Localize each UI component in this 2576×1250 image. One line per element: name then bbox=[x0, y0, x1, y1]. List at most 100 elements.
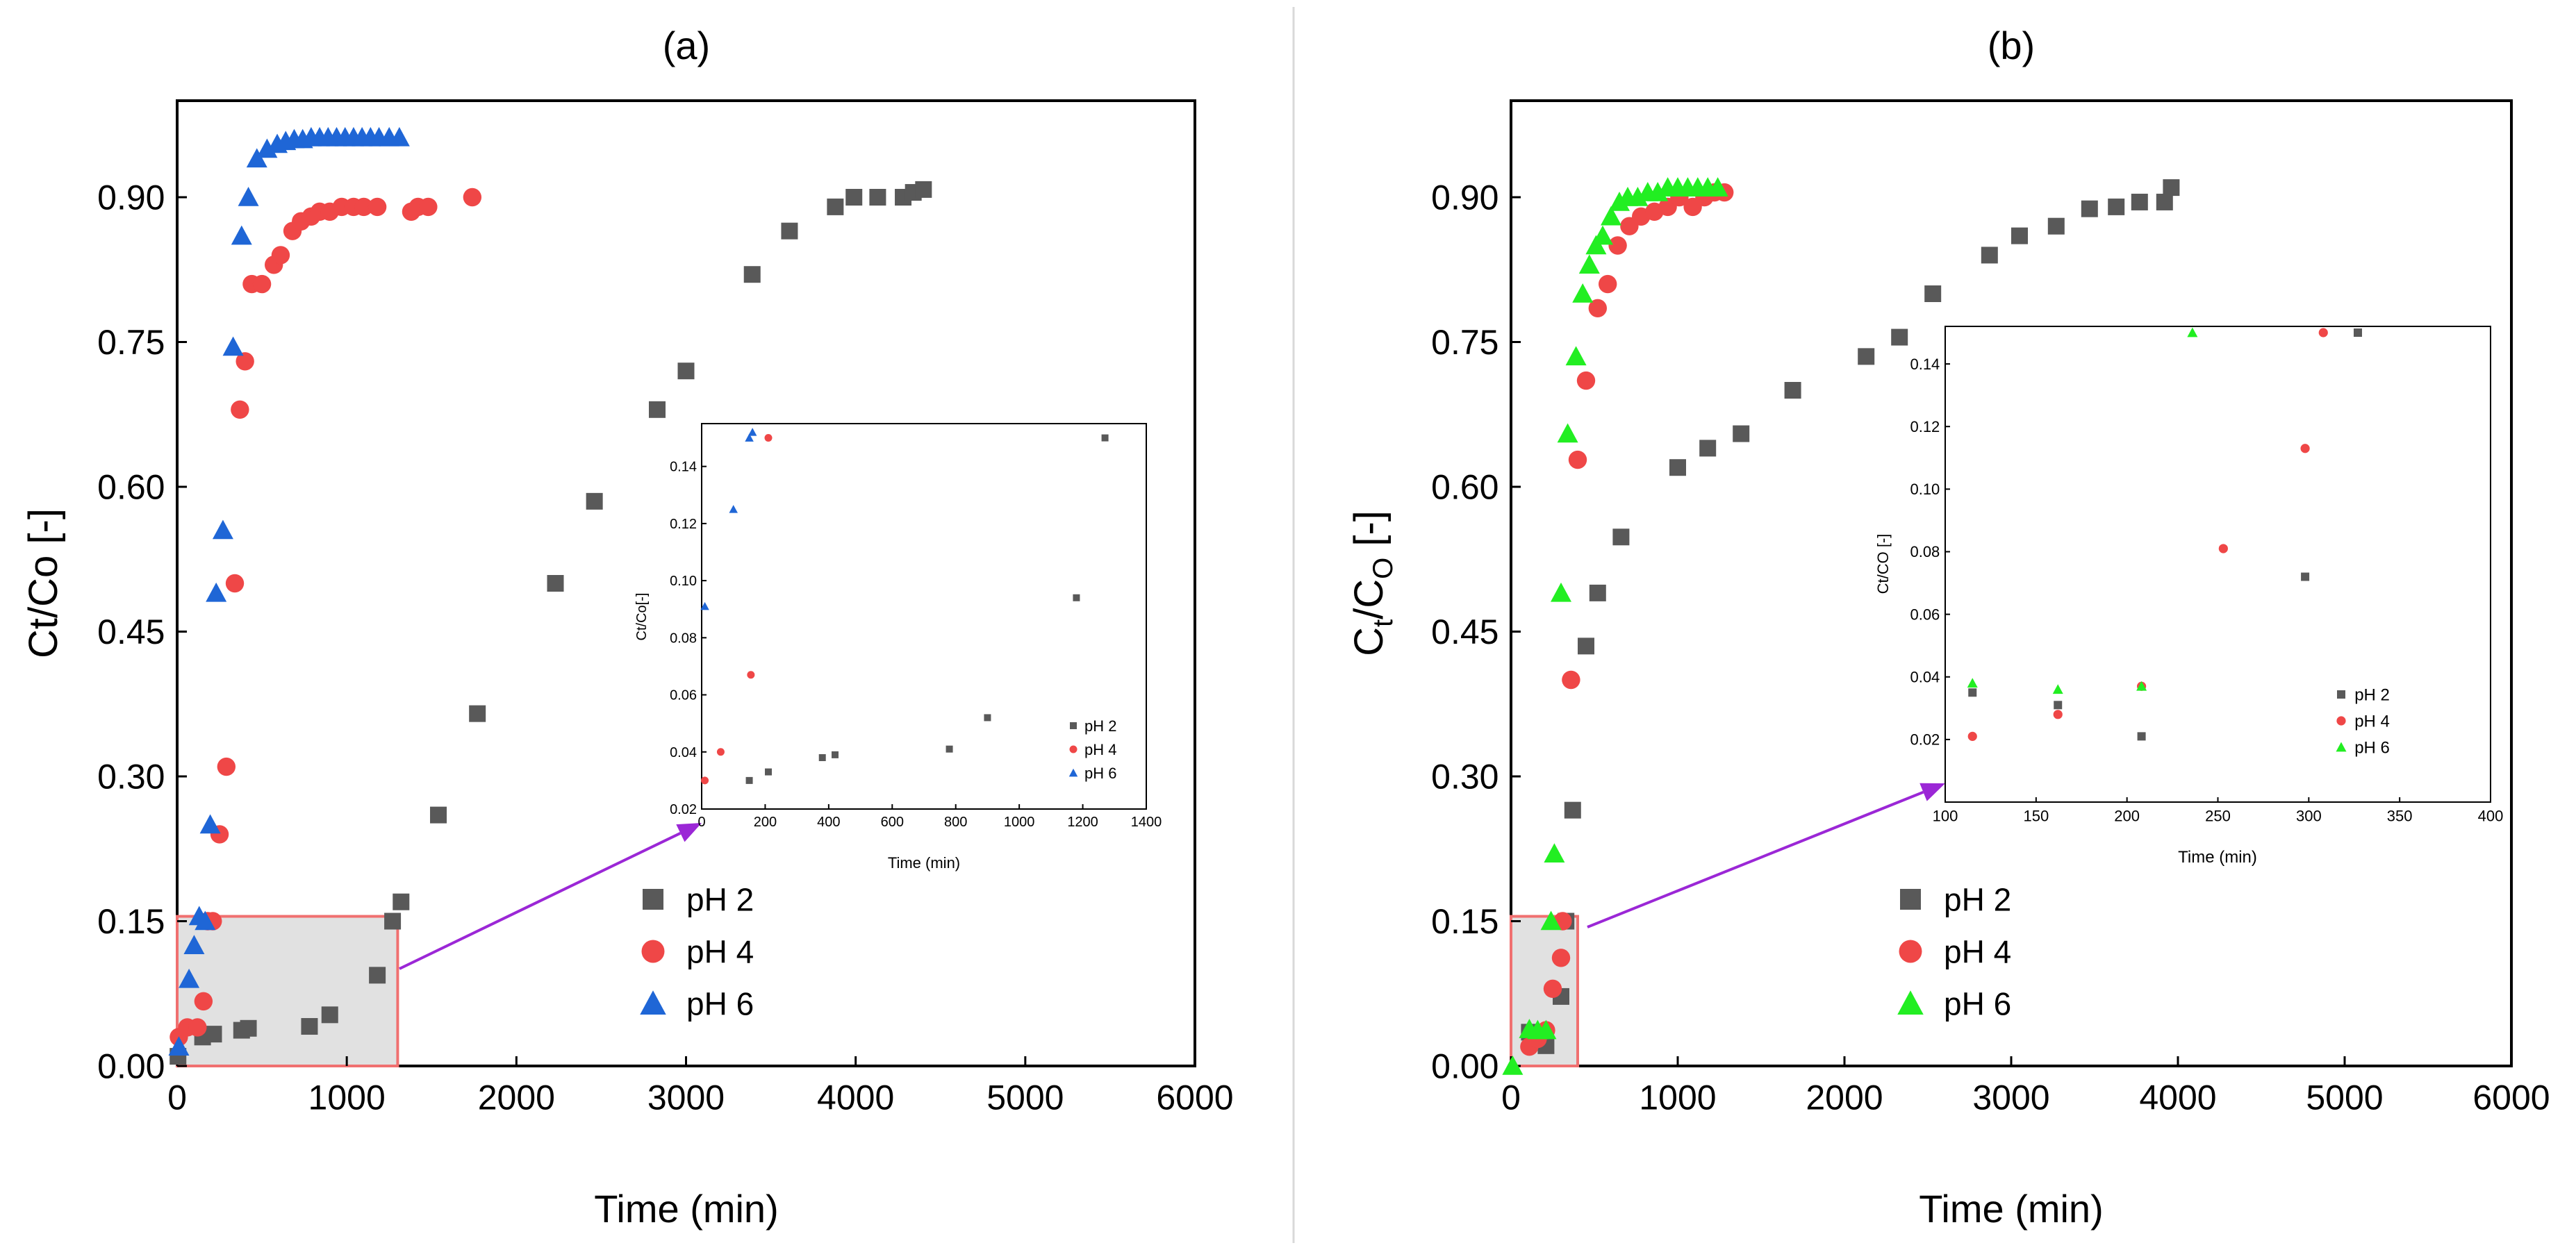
panel-b: (b) 0.000.150.300.450.600.750.90 0 1000 20… bbox=[1346, 24, 2550, 1231]
panel-a: (a) 0.000.150.300.450.600.750.90 0 1000 20… bbox=[21, 24, 1234, 1231]
panel-a-y-tick-label: 0.90 bbox=[97, 178, 165, 217]
panel-b-point-ph2 bbox=[1578, 638, 1594, 654]
panel-b-point-ph2 bbox=[1564, 802, 1581, 819]
panel-a-point-ph2 bbox=[649, 401, 666, 418]
panel-a-inset-legend-marker-ph2 bbox=[1070, 722, 1077, 729]
panel-b-inset-point-ph4 bbox=[2054, 710, 2063, 719]
panel-b-inset-point-ph2 bbox=[2301, 573, 2309, 581]
panel-a-point-ph6 bbox=[206, 583, 226, 602]
panel-a-inset-legend-label-ph2: pH 2 bbox=[1084, 717, 1116, 735]
panel-a-point-ph4 bbox=[463, 188, 481, 206]
panel-a-legend-marker-ph2 bbox=[643, 889, 663, 910]
panel-b-inset-y-tick-label: 0.14 bbox=[1910, 356, 1940, 373]
panel-b-inset-frame bbox=[1945, 326, 2491, 802]
panel-a-inset-point-ph4 bbox=[765, 434, 773, 442]
panel-b-point-ph2 bbox=[1590, 585, 1606, 601]
panel-a-inset-point-ph2 bbox=[746, 777, 753, 784]
panel-a-inset-point-ph2 bbox=[946, 746, 953, 753]
panel-b-y-label: Ct/CO [-] bbox=[1346, 510, 1398, 656]
panel-b-point-ph6 bbox=[1592, 226, 1613, 245]
panel-b-x-tick-label: 1000 bbox=[1639, 1078, 1716, 1117]
panel-a-legend-label-ph4: pH 4 bbox=[686, 934, 754, 970]
panel-b-inset-x-tick-label: 150 bbox=[2023, 808, 2049, 825]
panel-a-point-ph2 bbox=[430, 807, 447, 824]
panel-a-inset-y-tick-label: 0.14 bbox=[670, 460, 697, 475]
panel-a-inset-y-tick-label: 0.10 bbox=[670, 574, 697, 589]
panel-a-inset-x-tick-label: 400 bbox=[817, 815, 840, 830]
panel-b-inset-point-ph2 bbox=[2354, 328, 2362, 337]
panel-a-point-ph2 bbox=[781, 223, 798, 240]
panel-b-y-label-sub-t: t bbox=[1368, 619, 1398, 627]
panel-b-y-tick-label: 0.60 bbox=[1431, 468, 1498, 507]
panel-a-point-ph2 bbox=[469, 706, 486, 722]
panel-a-inset-legend-marker-ph4 bbox=[1070, 746, 1078, 753]
panel-a-y-tick-label: 0.45 bbox=[97, 612, 165, 651]
panel-b-y-tick-label: 0.75 bbox=[1431, 323, 1498, 362]
panel-b-x-tick-label: 3000 bbox=[1972, 1078, 2049, 1117]
panel-a-inset-chart: 0.020.040.060.080.100.120.14 0 200 400 600 8… bbox=[634, 424, 1162, 872]
panel-b-inset-legend-label-ph2: pH 2 bbox=[2354, 686, 2390, 705]
panel-b-inset-point-ph4 bbox=[1968, 732, 1977, 741]
panel-a-point-ph2 bbox=[205, 1026, 222, 1042]
panel-a-point-ph2 bbox=[586, 493, 603, 510]
panel-b-point-ph2 bbox=[1699, 440, 1716, 456]
panel-a-inset-point-ph2 bbox=[1073, 594, 1080, 601]
panel-b-inset-y-label: Ct/CO [-] bbox=[1874, 534, 1892, 594]
panel-a-inset-x-tick-label: 600 bbox=[881, 815, 904, 830]
panel-a-x-tick-label: 6000 bbox=[1156, 1078, 1233, 1117]
panel-a-inset-x-tick-label: 1400 bbox=[1131, 815, 1162, 830]
panel-a-zoom-arrow bbox=[399, 833, 680, 969]
panel-b-inset-point-ph4 bbox=[2301, 444, 2310, 453]
panel-a-point-ph6 bbox=[200, 815, 221, 834]
panel-a-y-tick-label: 0.60 bbox=[97, 468, 165, 507]
panel-b-inset-x-tick-label: 250 bbox=[2205, 808, 2231, 825]
panel-a-x-tick-label: 1000 bbox=[308, 1078, 386, 1117]
panel-b-inset-y-tick-label: 0.06 bbox=[1910, 606, 1940, 623]
panel-b-x-tick-label: 5000 bbox=[2306, 1078, 2383, 1117]
panel-a-point-ph4 bbox=[368, 198, 386, 216]
panel-b-inset-point-ph2 bbox=[2054, 701, 2062, 709]
panel-a-point-ph4 bbox=[195, 992, 213, 1010]
panel-b-inset-x-tick-label: 100 bbox=[1933, 808, 1958, 825]
panel-b-inset-point-ph4 bbox=[2219, 544, 2228, 553]
panel-b-inset-legend-marker-ph2 bbox=[2337, 690, 2345, 699]
panel-a-inset-point-ph2 bbox=[832, 751, 839, 758]
panel-a-legend-label-ph2: pH 2 bbox=[686, 882, 754, 918]
panel-b-point-ph2 bbox=[2011, 228, 2028, 244]
panel-b-point-ph2 bbox=[1858, 348, 1874, 365]
panel-b-inset-y-tick-label: 0.10 bbox=[1910, 481, 1940, 498]
panel-b-title: (b) bbox=[1988, 24, 2035, 67]
panel-b-x-label: Time (min) bbox=[1919, 1187, 2103, 1231]
panel-a-point-ph2 bbox=[393, 894, 409, 910]
panel-b-point-ph2 bbox=[1669, 459, 1686, 476]
panel-b-inset-y-tick-label: 0.08 bbox=[1910, 543, 1940, 560]
panel-b-point-ph2 bbox=[1785, 382, 1801, 399]
panel-b-point-ph2 bbox=[1981, 247, 1998, 263]
panel-a-inset-y-tick-label: 0.02 bbox=[670, 802, 697, 817]
panel-b-inset-x-tick-label: 300 bbox=[2296, 808, 2322, 825]
panel-b-inset-x-tick-label: 200 bbox=[2114, 808, 2140, 825]
panel-a-point-ph2 bbox=[240, 1020, 257, 1037]
panel-a-x-tick-label: 0 bbox=[167, 1078, 187, 1117]
panel-a-inset-point-ph2 bbox=[765, 769, 772, 776]
panel-b-point-ph2 bbox=[2156, 194, 2173, 210]
panel-b-point-ph2 bbox=[2108, 199, 2124, 215]
panel-b-point-ph4 bbox=[1544, 980, 1562, 998]
panel-b-point-ph2 bbox=[1612, 528, 1629, 545]
panel-a-legend-label-ph6: pH 6 bbox=[686, 986, 754, 1022]
panel-b-y-tick-label: 0.30 bbox=[1431, 758, 1498, 797]
panel-b-point-ph4 bbox=[1562, 671, 1580, 689]
panel-a-inset-x-tick-label: 200 bbox=[754, 815, 777, 830]
panel-b-point-ph4 bbox=[1569, 451, 1587, 469]
panel-b-inset-y-axis: 0.02 0.04 0.06 0.08 0.10 0.12 0.14 bbox=[1910, 356, 1950, 749]
panel-a-point-ph2 bbox=[322, 1006, 338, 1023]
panel-b-point-ph4 bbox=[1552, 949, 1570, 967]
panel-a-x-tick-label: 3000 bbox=[647, 1078, 725, 1117]
panel-b-y-label-suffix: [-] bbox=[1346, 510, 1392, 558]
panel-b-y-tick-label: 0.00 bbox=[1431, 1047, 1498, 1086]
panel-a-inset-y-tick-label: 0.08 bbox=[670, 631, 697, 646]
panel-a-x-tick-label: 4000 bbox=[817, 1078, 894, 1117]
panel-a-point-ph2 bbox=[827, 199, 843, 215]
panel-a-y-axis: 0.00 0.15 0.30 0.45 0.60 0.75 0.90 bbox=[97, 178, 187, 1086]
panel-a-point-ph2 bbox=[915, 181, 932, 198]
